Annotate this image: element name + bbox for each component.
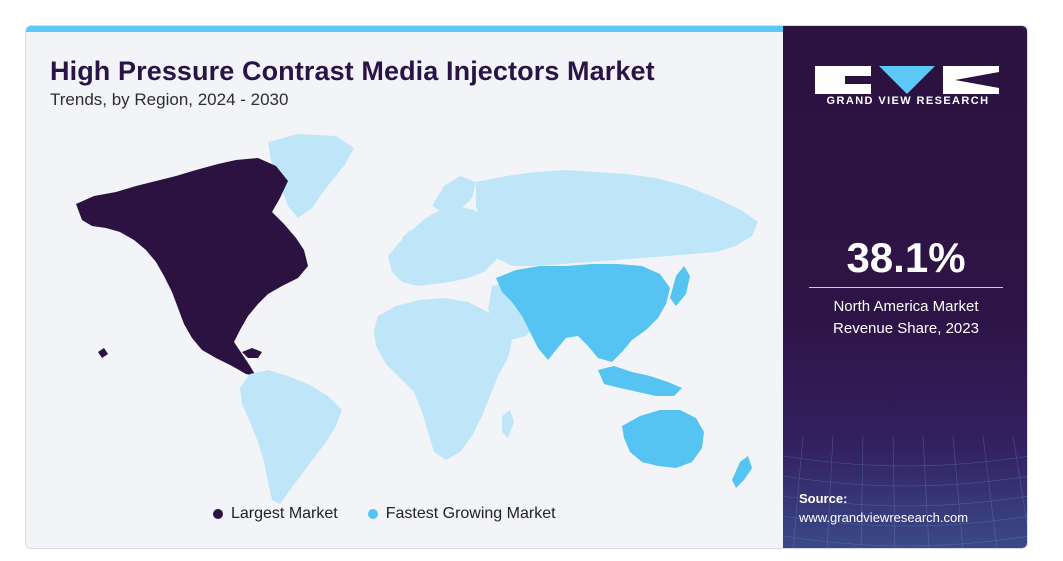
brand-name: GRAND VIEW RESEARCH	[826, 95, 990, 107]
stat-label: North America Market Revenue Share, 2023	[783, 296, 1027, 340]
world-map	[76, 134, 758, 504]
stat-divider	[809, 287, 1003, 288]
region-africa	[374, 298, 512, 460]
legend-label-largest: Largest Market	[231, 505, 338, 522]
region-new-zealand	[732, 456, 752, 488]
page-title: High Pressure Contrast Media Injectors M…	[50, 56, 655, 86]
region-scandinavia	[432, 176, 476, 214]
region-south-america	[240, 370, 342, 504]
stat-panel: GRAND VIEW RESEARCH 38.1% North America …	[783, 26, 1027, 548]
legend-fastest: Fastest Growing Market	[367, 505, 556, 523]
region-caribbean	[242, 348, 262, 358]
region-uk	[402, 230, 416, 250]
page-subtitle: Trends, by Region, 2024 - 2030	[50, 90, 289, 109]
map-legend: Largest Market Fastest Growing Market	[213, 505, 586, 523]
legend-label-fastest: Fastest Growing Market	[385, 505, 556, 522]
region-europe	[388, 206, 502, 286]
region-greenland	[268, 134, 354, 218]
region-southeast-asia	[598, 366, 682, 396]
stat-label-line2: Revenue Share, 2023	[833, 320, 979, 337]
source-title: Source:	[799, 491, 848, 506]
region-japan	[670, 266, 690, 306]
accent-bar	[26, 26, 783, 32]
region-north-america	[76, 158, 308, 376]
region-hawaii	[98, 348, 108, 358]
legend-dot-largest	[213, 509, 223, 519]
source-url[interactable]: www.grandviewresearch.com	[799, 510, 969, 525]
infographic-card: High Pressure Contrast Media Injectors M…	[25, 25, 1028, 549]
stat-label-line1: North America Market	[833, 298, 979, 315]
legend-dot-fastest	[367, 509, 378, 519]
region-asia-pacific	[496, 264, 670, 362]
brand-logo	[815, 66, 999, 94]
map-panel: High Pressure Contrast Media Injectors M…	[26, 26, 783, 548]
legend-largest: Largest Market	[213, 505, 338, 523]
region-australia	[622, 410, 704, 468]
region-madagascar	[502, 410, 514, 438]
region-russia	[476, 170, 758, 266]
stat-value: 38.1%	[846, 234, 966, 281]
grid-decoration	[783, 436, 1027, 548]
